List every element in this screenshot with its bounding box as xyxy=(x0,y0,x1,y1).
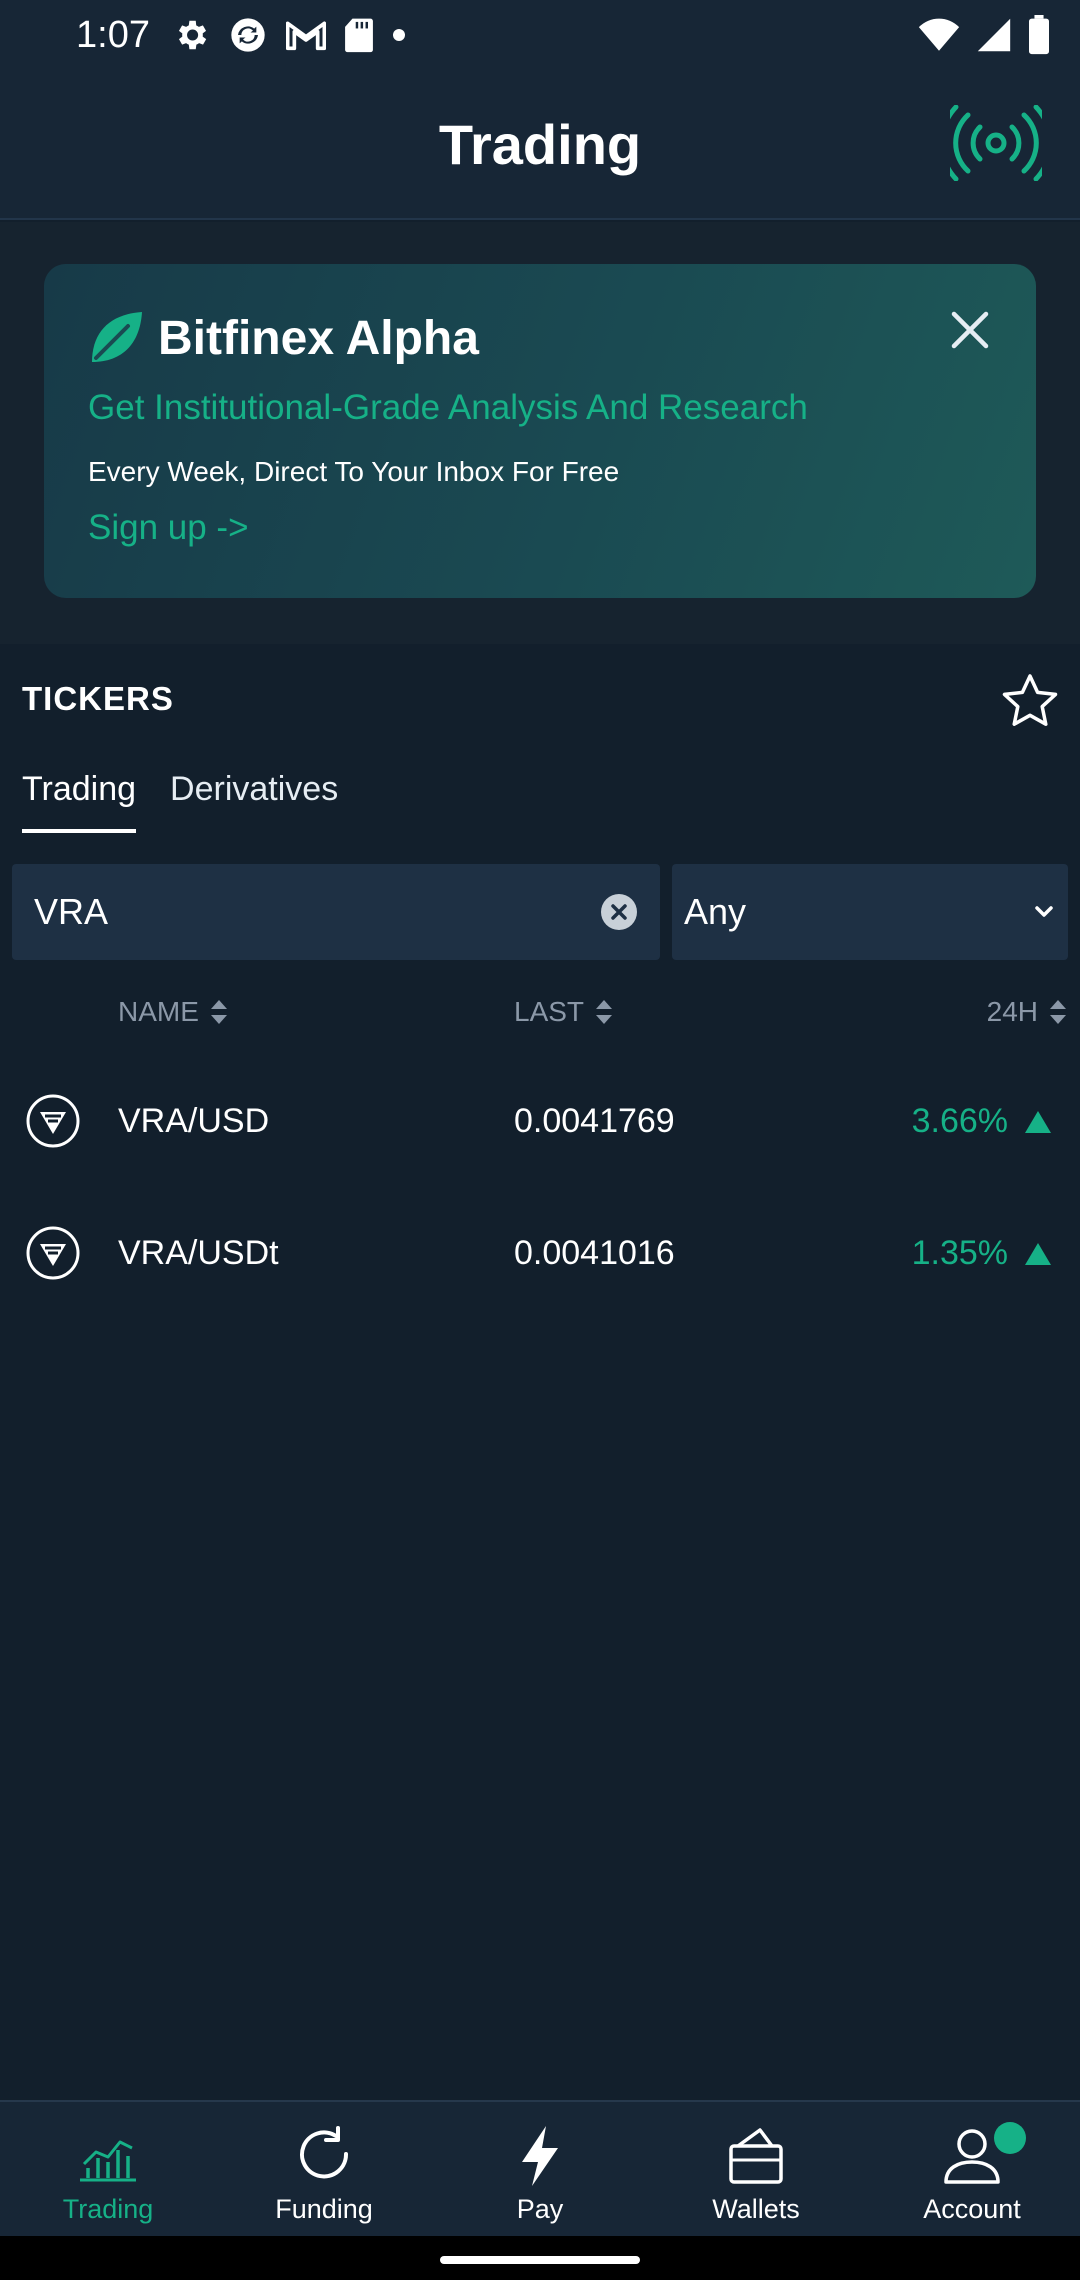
close-icon[interactable] xyxy=(948,308,992,352)
ticker-24h-change: 1.35% xyxy=(912,1234,1052,1273)
arrow-up-icon xyxy=(1025,1242,1051,1265)
market-filter-select[interactable]: Any xyxy=(672,864,1068,960)
star-icon[interactable] xyxy=(1000,672,1060,730)
ticker-pair: VRA/USDt xyxy=(118,1234,279,1272)
broadcast-icon[interactable] xyxy=(950,105,1042,181)
sort-icon xyxy=(210,1000,227,1024)
ticker-row[interactable]: VRA/USDt 0.0041016 1.35% xyxy=(0,1204,1080,1304)
gmail-icon xyxy=(285,21,326,51)
tickers-tabs: Trading Derivatives xyxy=(22,770,338,833)
nav-pay[interactable]: Pay xyxy=(432,2102,648,2236)
status-bar: 1:07 xyxy=(0,0,1080,70)
sync-app-icon xyxy=(231,18,265,52)
sort-icon xyxy=(596,1000,613,1024)
ticker-row[interactable]: VRA/USD 0.0041769 3.66% xyxy=(0,1072,1080,1172)
sort-icon xyxy=(1050,1000,1066,1024)
ticker-last-price: 0.0041016 xyxy=(514,1234,675,1272)
sort-by-last[interactable]: LAST xyxy=(514,996,614,1028)
nav-trading[interactable]: Trading xyxy=(0,2102,216,2236)
search-input[interactable]: VRA xyxy=(12,864,660,960)
status-notification-icons xyxy=(172,15,406,55)
column-24h-label: 24H xyxy=(986,996,1038,1027)
gesture-nav-area xyxy=(0,2236,1080,2280)
battery-icon xyxy=(1029,15,1049,55)
ticker-24h-change: 3.66% xyxy=(912,1102,1052,1141)
sd-card-icon xyxy=(345,18,373,53)
arrow-up-icon xyxy=(1025,1110,1051,1133)
nav-wallets[interactable]: Wallets xyxy=(648,2102,864,2236)
status-time: 1:07 xyxy=(76,13,150,56)
app-header: Trading xyxy=(0,70,1080,220)
refresh-icon xyxy=(300,2126,349,2179)
tab-derivatives[interactable]: Derivatives xyxy=(170,770,339,808)
ticker-pair: VRA/USD xyxy=(118,1102,270,1140)
ticker-change-value: 1.35% xyxy=(911,1234,1008,1272)
notification-dot xyxy=(994,2122,1026,2154)
ticker-column-headers: NAME LAST 24H xyxy=(0,996,1080,1036)
clear-icon[interactable] xyxy=(600,893,638,931)
vra-coin-icon xyxy=(26,1226,80,1280)
nav-account[interactable]: Account xyxy=(864,2102,1080,2236)
sort-by-name[interactable]: NAME xyxy=(118,996,229,1028)
wifi-icon xyxy=(918,18,960,51)
market-filter-value: Any xyxy=(684,891,747,932)
promo-signup-link[interactable]: Sign up -> xyxy=(88,508,249,547)
nav-label: Funding xyxy=(275,2194,373,2224)
tab-trading[interactable]: Trading xyxy=(22,770,137,833)
promo-banner[interactable]: Bitfinex Alpha Get Institutional-Grade A… xyxy=(44,264,1036,598)
sort-by-24h[interactable]: 24H xyxy=(987,996,1068,1028)
chart-icon xyxy=(80,2140,136,2182)
signal-icon xyxy=(977,18,1011,52)
nav-label: Wallets xyxy=(712,2194,800,2224)
promo-section: Bitfinex Alpha Get Institutional-Grade A… xyxy=(0,222,1080,644)
ticker-last-price: 0.0041769 xyxy=(514,1102,675,1140)
bolt-icon xyxy=(522,2126,558,2186)
promo-subline: Every Week, Direct To Your Inbox For Fre… xyxy=(88,456,620,487)
page-title: Trading xyxy=(438,113,642,176)
chevron-down-icon xyxy=(1035,906,1053,917)
wallet-icon xyxy=(729,2128,783,2184)
status-system-icons xyxy=(918,15,1050,55)
column-name-label: NAME xyxy=(118,996,199,1027)
tickers-title: TICKERS xyxy=(22,680,174,717)
vra-coin-icon xyxy=(26,1094,80,1148)
nav-label: Trading xyxy=(62,2194,154,2224)
nav-label: Account xyxy=(923,2194,1021,2224)
search-value[interactable]: VRA xyxy=(34,891,109,932)
ticker-change-value: 3.66% xyxy=(911,1102,1008,1140)
leaf-logo-icon xyxy=(92,312,142,362)
dot-icon xyxy=(392,29,405,41)
promo-logo-row: Bitfinex Alpha xyxy=(88,310,479,366)
promo-brand: Bitfinex Alpha xyxy=(158,311,479,365)
bottom-nav: Trading Funding Pay Wallets xyxy=(0,2100,1080,2236)
promo-headline: Get Institutional-Grade Analysis And Res… xyxy=(88,388,808,427)
column-last-label: LAST xyxy=(514,996,585,1027)
nav-funding[interactable]: Funding xyxy=(216,2102,432,2236)
home-gesture-bar[interactable] xyxy=(440,2256,640,2264)
settings-icon xyxy=(178,20,207,50)
nav-label: Pay xyxy=(516,2194,564,2224)
user-icon xyxy=(944,2129,1000,2184)
